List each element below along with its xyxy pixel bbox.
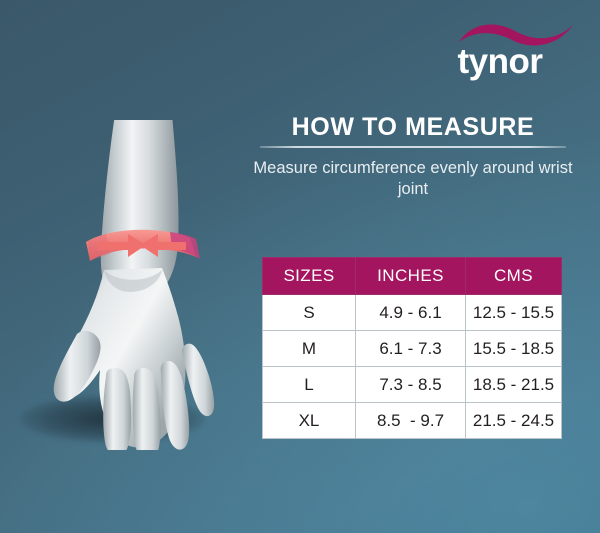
page-subtitle: Measure circumference evenly around wris… — [253, 159, 573, 198]
hand-illustration — [53, 120, 215, 450]
table-row: L 7.3 - 8.5 18.5 - 21.5 — [262, 366, 562, 403]
brand-logo: tynor — [430, 20, 573, 88]
table-header-row: SIZES INCHES CMS — [262, 257, 562, 295]
cell-cms: 12.5 - 15.5 — [465, 294, 562, 331]
wrist-crease — [104, 270, 162, 292]
title-block: HOW TO MEASURE Measure circumference eve… — [248, 112, 578, 200]
brand-name: tynor — [457, 42, 544, 81]
fingers-group — [53, 330, 215, 450]
cell-cms: 18.5 - 21.5 — [465, 366, 562, 403]
logo-swoosh-icon — [459, 24, 573, 46]
cell-size: L — [262, 366, 356, 403]
cell-inches: 8.5 - 9.7 — [355, 402, 466, 439]
table-row: S 4.9 - 6.1 12.5 - 15.5 — [262, 294, 562, 331]
size-chart-table: SIZES INCHES CMS S 4.9 - 6.1 12.5 - 15.5… — [262, 257, 562, 439]
cell-cms: 21.5 - 24.5 — [465, 402, 562, 439]
table-row: M 6.1 - 7.3 15.5 - 18.5 — [262, 330, 562, 367]
cell-cms: 15.5 - 18.5 — [465, 330, 562, 367]
cell-inches: 6.1 - 7.3 — [355, 330, 466, 367]
band-arrows — [98, 234, 186, 257]
forearm-shape — [100, 120, 179, 292]
column-header-cms: CMS — [465, 257, 562, 295]
table-row: XL 8.5 - 9.7 21.5 - 24.5 — [262, 402, 562, 439]
cell-size: XL — [262, 402, 356, 439]
column-header-inches: INCHES — [355, 257, 466, 295]
cell-inches: 7.3 - 8.5 — [355, 366, 466, 403]
cell-size: M — [262, 330, 356, 367]
page-title: HOW TO MEASURE — [291, 113, 535, 141]
column-header-sizes: SIZES — [262, 257, 356, 295]
cell-inches: 4.9 - 6.1 — [355, 294, 466, 331]
cell-size: S — [262, 294, 356, 331]
title-divider — [260, 146, 566, 148]
